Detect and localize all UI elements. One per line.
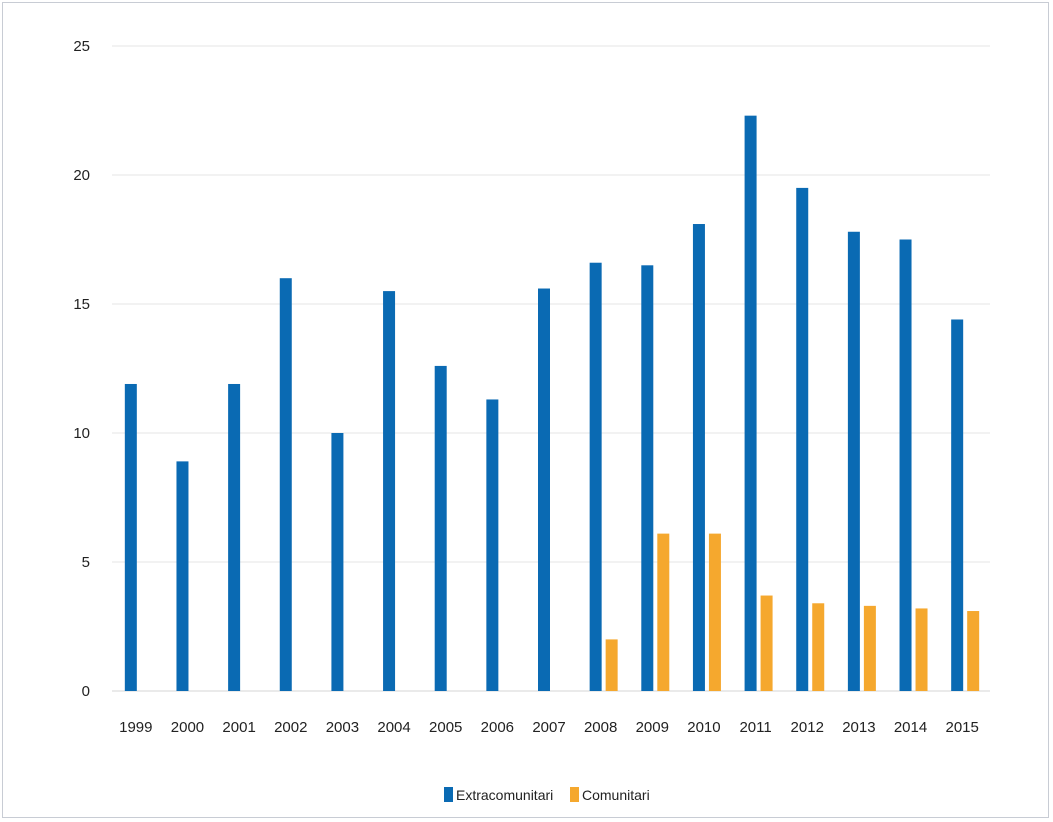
x-tick-label: 2011 (739, 719, 771, 736)
bar-extracomunitari-1999 (124, 383, 137, 691)
y-tick-label: 15 (73, 296, 90, 313)
bar-extracomunitari-2005 (434, 365, 447, 691)
bar-extracomunitari-2011 (744, 115, 757, 691)
bar-extracomunitari-2010 (692, 224, 705, 691)
y-tick-label: 20 (73, 167, 90, 184)
x-tick-label: 2006 (481, 719, 514, 736)
y-tick-label: 0 (82, 683, 90, 700)
bar-comunitari-2013 (863, 605, 876, 691)
bar-comunitari-2011 (760, 595, 773, 691)
bar-extracomunitari-2000 (176, 461, 189, 691)
bar-extracomunitari-2002 (279, 278, 292, 691)
gridlines (112, 45, 990, 692)
x-tick-label: 2010 (687, 719, 720, 736)
bar-extracomunitari-2015 (951, 319, 964, 691)
bar-extracomunitari-2007 (538, 288, 550, 691)
bar-comunitari-2010 (708, 533, 721, 691)
bar-comunitari-2012 (812, 603, 825, 691)
y-axis-tick-labels: 0 5 10 15 20 25 (73, 38, 90, 700)
x-tick-label: 2014 (894, 719, 927, 736)
bar-comunitari-2015 (967, 611, 980, 691)
bar-extracomunitari-2013 (847, 231, 860, 691)
x-tick-label: 2007 (532, 719, 565, 736)
bar-comunitari-2008 (605, 639, 618, 691)
y-tick-label: 5 (82, 554, 90, 571)
x-tick-label: 2005 (429, 719, 462, 736)
bars (124, 115, 980, 691)
bar-extracomunitari-2008 (589, 262, 602, 691)
bar-extracomunitari-2003 (331, 433, 344, 691)
bar-comunitari-2009 (657, 533, 670, 691)
x-tick-label: 2001 (222, 719, 255, 736)
x-tick-label: 2004 (377, 719, 410, 736)
x-tick-label: 2000 (171, 719, 204, 736)
x-tick-label: 2009 (636, 719, 669, 736)
bar-extracomunitari-2009 (641, 265, 654, 691)
bar-comunitari-2014 (915, 608, 928, 691)
bar-extracomunitari-2006 (486, 399, 499, 691)
x-tick-label: 2008 (584, 719, 617, 736)
legend: Extracomunitari Comunitari (444, 787, 650, 803)
bar-extracomunitari-2001 (228, 383, 241, 691)
y-tick-label: 10 (73, 425, 90, 442)
legend-swatch-comunitari (570, 787, 579, 802)
x-tick-label: 1999 (119, 719, 152, 736)
x-tick-label: 2012 (791, 719, 824, 736)
bar-extracomunitari-2012 (796, 187, 809, 691)
x-tick-label: 2002 (274, 719, 307, 736)
x-tick-label: 2015 (945, 719, 978, 736)
legend-label-extracomunitari: Extracomunitari (456, 787, 553, 803)
x-axis-tick-labels: 1999 2000 2001 2002 2003 2004 2005 2006 2007 2008… (119, 719, 979, 736)
x-tick-label: 2003 (326, 719, 359, 736)
bar-extracomunitari-2004 (383, 291, 396, 691)
y-tick-label: 25 (73, 38, 90, 55)
bar-extracomunitari-2014 (899, 239, 912, 691)
x-tick-label: 2013 (842, 719, 875, 736)
legend-label-comunitari: Comunitari (582, 787, 650, 803)
legend-swatch-extracomunitari (444, 787, 453, 802)
